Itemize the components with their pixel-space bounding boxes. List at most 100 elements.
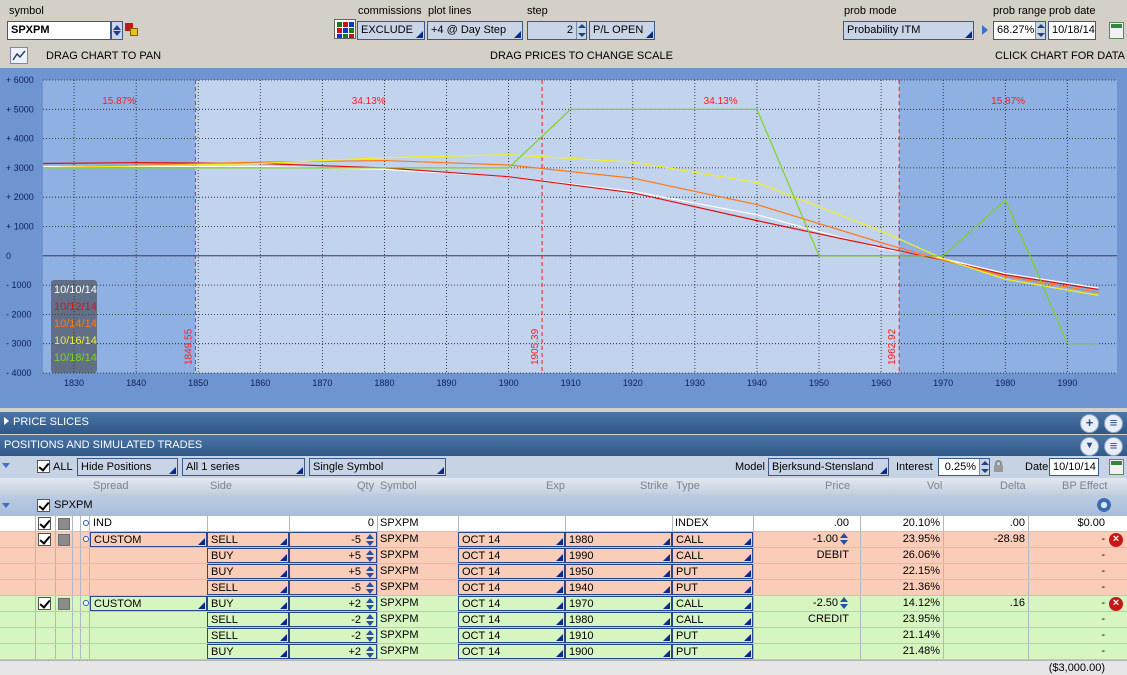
row-checkbox[interactable] (38, 597, 51, 610)
add-icon[interactable]: + (1080, 414, 1099, 433)
table-row[interactable]: BUY +5 SPXPM OCT 14 1950 PUT 22.15% - (0, 564, 1127, 580)
cell-exp[interactable]: OCT 14 (458, 644, 565, 659)
dropdown-icon[interactable] (556, 602, 563, 609)
step-spinner[interactable] (576, 22, 586, 39)
radio-dot-icon[interactable] (83, 520, 89, 526)
dropdown-icon[interactable] (663, 554, 670, 561)
date-calendar-icon[interactable] (1109, 459, 1124, 475)
cell-side[interactable]: BUY (207, 644, 289, 659)
radio-dot-icon[interactable] (83, 600, 89, 606)
qty-spinner[interactable] (365, 630, 375, 642)
dropdown-icon[interactable] (198, 602, 205, 609)
cell-exp[interactable]: OCT 14 (458, 596, 565, 611)
qty-spinner[interactable] (365, 550, 375, 562)
cell-side[interactable]: BUY (207, 548, 289, 563)
dropdown-icon[interactable] (663, 634, 670, 641)
dropdown-icon[interactable] (280, 570, 287, 577)
col-bp-effect[interactable]: BP Effect (1062, 480, 1107, 492)
cell-side[interactable]: BUY (207, 564, 289, 579)
model-select[interactable]: Bjerksund-Stensland (768, 458, 889, 476)
dropdown-icon[interactable] (556, 538, 563, 545)
calendar-icon[interactable] (1109, 22, 1124, 39)
cell-exp[interactable]: OCT 14 (458, 628, 565, 643)
cell-exp[interactable]: OCT 14 (458, 564, 565, 579)
cell-exp[interactable]: OCT 14 (458, 580, 565, 595)
dropdown-icon[interactable] (280, 586, 287, 593)
prob-range-spinner[interactable] (1035, 22, 1045, 39)
cell-type[interactable]: CALL (672, 548, 753, 563)
cell-exp[interactable]: OCT 14 (458, 548, 565, 563)
col-symbol[interactable]: Symbol (380, 480, 417, 492)
symbol-group-row[interactable]: SPXPM (0, 494, 1127, 516)
table-row[interactable]: SELL -2 SPXPM OCT 14 1910 PUT 21.14% - (0, 628, 1127, 644)
dropdown-icon[interactable] (280, 602, 287, 609)
table-row[interactable]: IND 0 SPXPM INDEX .00 20.10% .00 $0.00 (0, 516, 1127, 532)
cell-strike[interactable]: 1980 (565, 612, 672, 627)
table-row[interactable]: BUY +2 SPXPM OCT 14 1900 PUT 21.48% - (0, 644, 1127, 660)
radio-dot-icon[interactable] (83, 536, 89, 542)
col-delta[interactable]: Delta (1000, 480, 1026, 492)
prob-mode-select[interactable]: Probability ITM (843, 21, 974, 40)
col-vol[interactable]: Vol (927, 480, 942, 492)
cell-side[interactable]: SELL (207, 612, 289, 627)
cell-type[interactable]: PUT (672, 564, 753, 579)
pl-open-select[interactable]: P/L OPEN (589, 21, 655, 40)
link-icon[interactable] (125, 23, 139, 37)
cell-side[interactable]: SELL (207, 580, 289, 595)
grid-color-icon[interactable] (334, 19, 356, 39)
cell-type[interactable]: PUT (672, 628, 753, 643)
cell-type[interactable]: CALL (672, 532, 753, 547)
group-collapse-icon[interactable] (2, 503, 10, 508)
row-flag-icon[interactable] (58, 518, 70, 530)
dropdown-icon[interactable] (280, 554, 287, 561)
col-exp[interactable]: Exp (546, 480, 565, 492)
col-strike[interactable]: Strike (640, 480, 668, 492)
dropdown-icon[interactable] (663, 602, 670, 609)
cell-type[interactable]: PUT (672, 644, 753, 659)
collapse-icon[interactable]: ▾ (1080, 437, 1099, 456)
col-qty[interactable]: Qty (357, 480, 374, 492)
dropdown-icon[interactable] (744, 650, 751, 657)
dropdown-icon[interactable] (198, 538, 205, 545)
prob-date-input[interactable]: 10/18/14 (1048, 21, 1096, 40)
step-input[interactable]: 2 (527, 21, 587, 40)
dropdown-icon[interactable] (744, 618, 751, 625)
price-slices-bar[interactable]: PRICE SLICES + ≡ (0, 412, 1127, 434)
cell-strike[interactable]: 1940 (565, 580, 672, 595)
cell-type[interactable]: CALL (672, 596, 753, 611)
dropdown-icon[interactable] (744, 634, 751, 641)
delete-icon[interactable]: × (1109, 597, 1123, 611)
list-menu-icon[interactable]: ≡ (1104, 414, 1123, 433)
plot-lines-select[interactable]: +4 @ Day Step (427, 21, 523, 40)
dropdown-icon[interactable] (556, 650, 563, 657)
table-row[interactable]: SELL -5 SPXPM OCT 14 1940 PUT 21.36% - (0, 580, 1127, 596)
table-row[interactable]: CUSTOM BUY +2 SPXPM OCT 14 1970 CALL -2.50 14.12… (0, 596, 1127, 612)
single-symbol-select[interactable]: Single Symbol (309, 458, 446, 476)
cell-type[interactable]: PUT (672, 580, 753, 595)
col-type[interactable]: Type (676, 480, 700, 492)
cell-qty[interactable]: -2 (289, 628, 377, 643)
commissions-select[interactable]: EXCLUDE (357, 21, 425, 40)
row-flag-icon[interactable] (58, 598, 70, 610)
dropdown-icon[interactable] (556, 634, 563, 641)
dropdown-icon[interactable] (556, 554, 563, 561)
cell-side[interactable]: BUY (207, 596, 289, 611)
date-input[interactable]: 10/10/14 (1049, 458, 1099, 476)
cell-strike[interactable]: 1970 (565, 596, 672, 611)
expand-arrow-icon[interactable] (982, 25, 988, 35)
cell-qty[interactable]: +2 (289, 596, 377, 611)
row-checkbox[interactable] (38, 517, 51, 530)
dropdown-icon[interactable] (556, 570, 563, 577)
dropdown-icon[interactable] (663, 586, 670, 593)
table-row[interactable]: BUY +5 SPXPM OCT 14 1990 CALL DEBIT 26.06% - (0, 548, 1127, 564)
cell-strike[interactable]: 1910 (565, 628, 672, 643)
qty-spinner[interactable] (365, 614, 375, 626)
cell-type[interactable]: CALL (672, 612, 753, 627)
collapse-all-icon[interactable] (2, 463, 10, 468)
price-spinner[interactable] (840, 597, 850, 609)
qty-spinner[interactable] (365, 582, 375, 594)
dropdown-icon[interactable] (663, 570, 670, 577)
interest-spinner[interactable] (979, 459, 989, 475)
lock-icon[interactable] (994, 460, 1003, 472)
qty-spinner[interactable] (365, 534, 375, 546)
